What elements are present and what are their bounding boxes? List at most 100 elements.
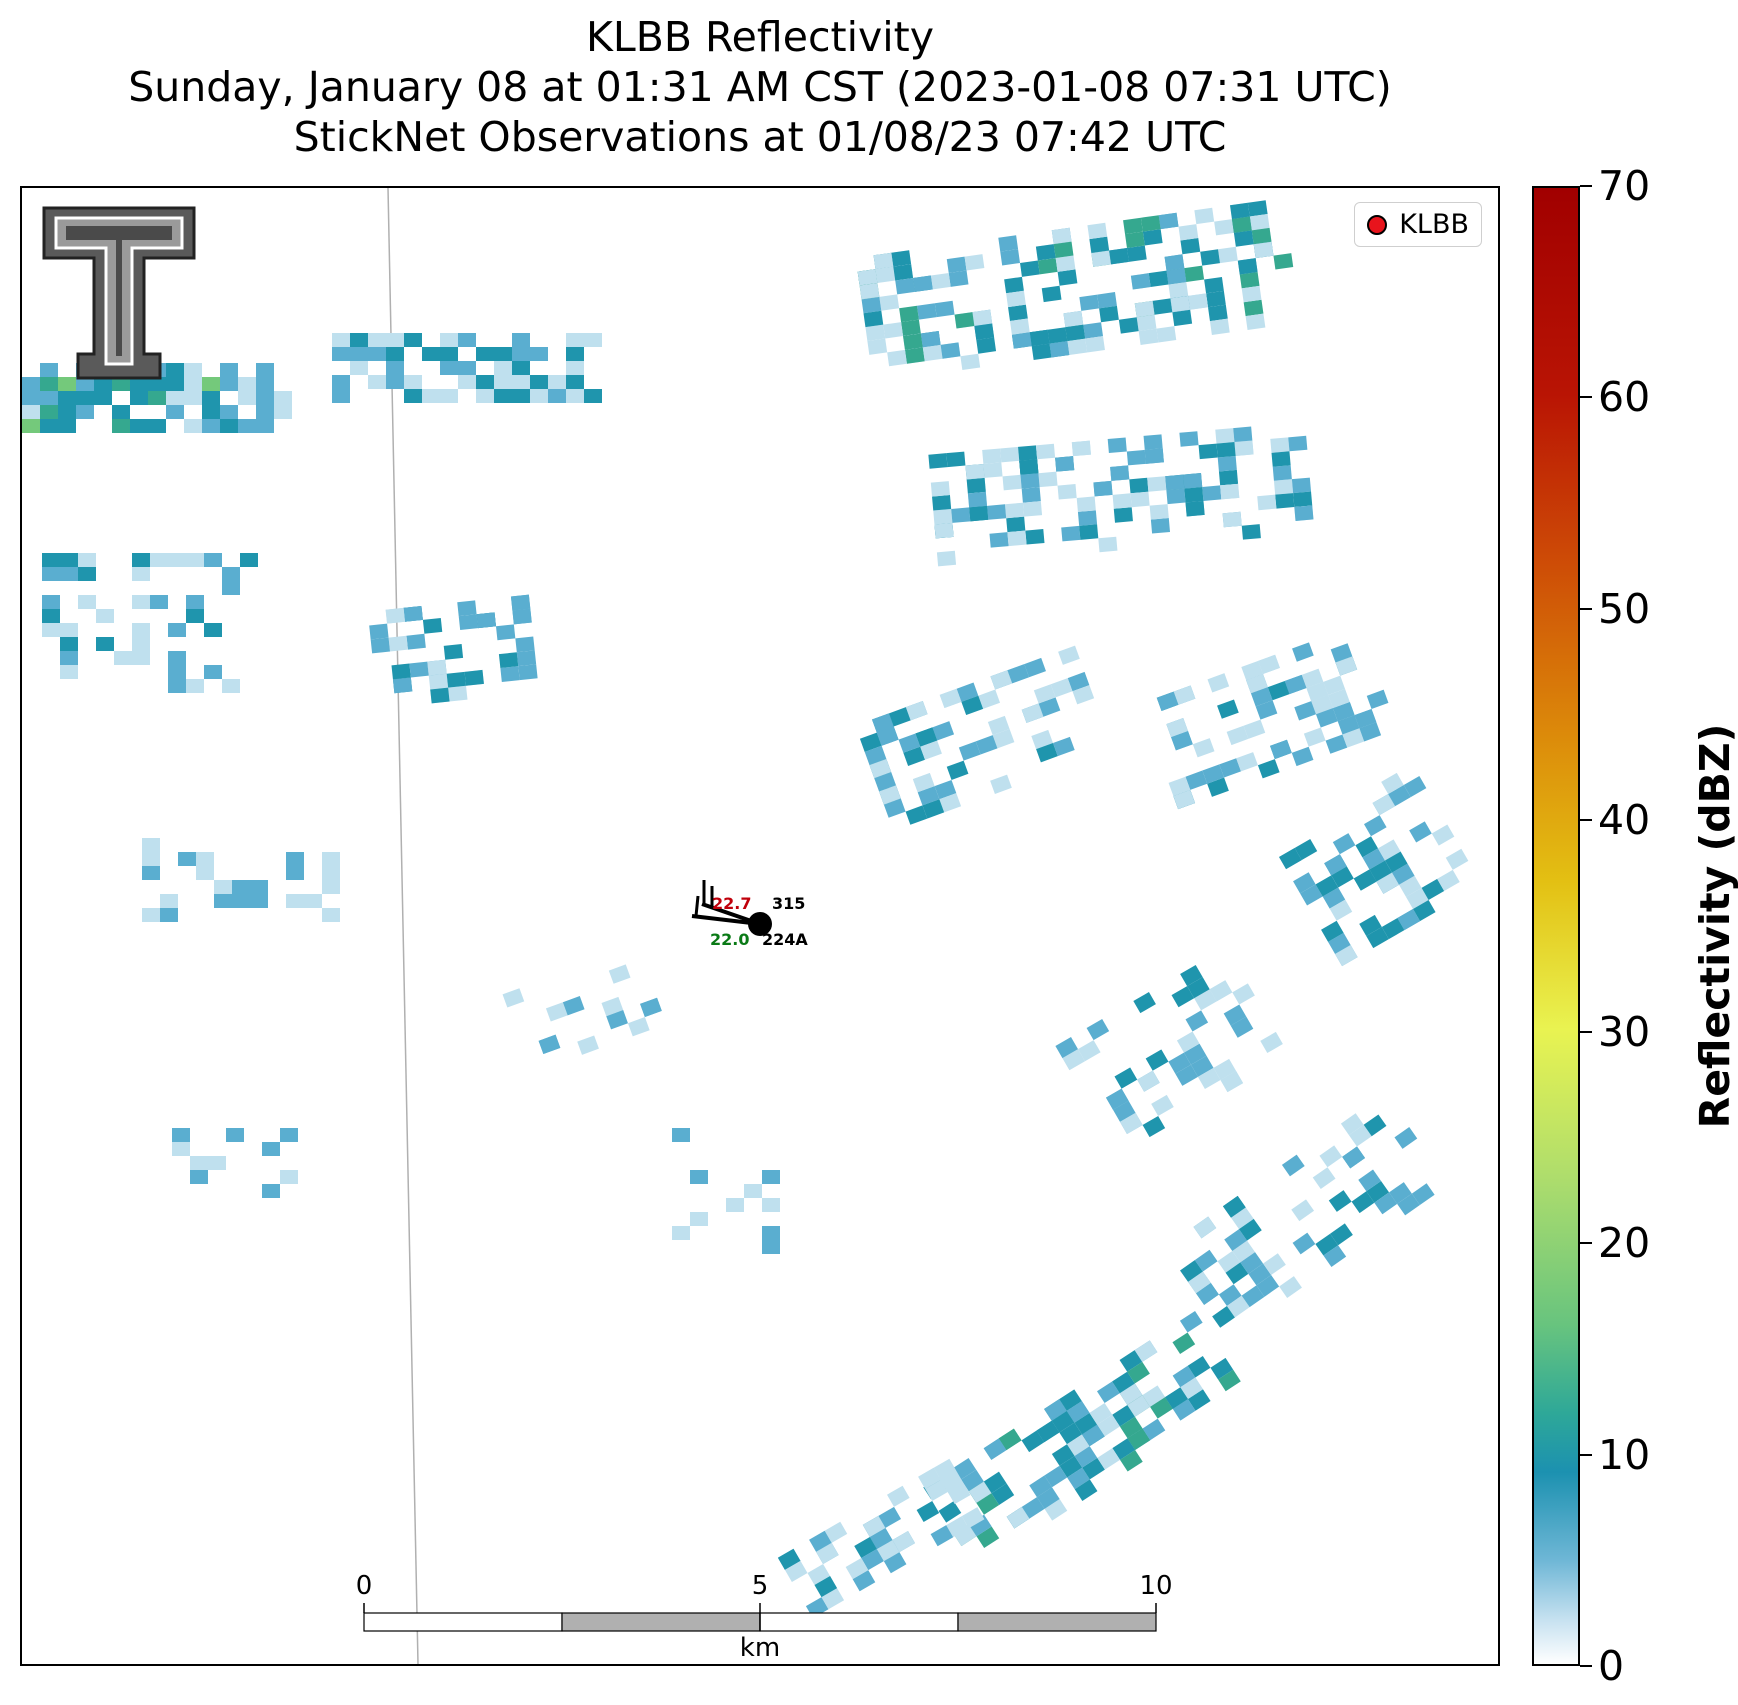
reflectivity-cell [872,713,894,733]
reflectivity-cell [917,786,940,806]
reflectivity-cell [1137,1070,1160,1092]
reflectivity-cell [76,391,94,405]
reflectivity-cell [238,377,256,391]
reflectivity-cell [369,623,389,640]
reflectivity-cell [1192,738,1215,758]
reflectivity-cell [530,347,548,361]
reflectivity-cell [368,333,386,347]
reflectivity-cell [814,1576,838,1598]
reflectivity-cell [1324,854,1347,876]
reflectivity-cell [1212,1305,1235,1328]
reflectivity-cell [94,391,112,405]
reflectivity-cell [332,389,350,403]
reflectivity-cell [1089,236,1110,253]
reflectivity-cell [904,347,925,364]
reflectivity-cell [1180,965,1203,987]
reflectivity-cell [690,1170,708,1184]
reflectivity-cell [1029,329,1050,347]
reflectivity-cell [190,1170,208,1184]
reflectivity-cell [1000,249,1021,266]
colorbar-tick-label-70: 70 [1598,162,1651,210]
reflectivity-cell [1215,428,1235,444]
reflectivity-cell [1329,899,1353,921]
reflectivity-cell [1166,717,1189,738]
reflectivity-cell [887,1485,910,1507]
reflectivity-cell [1170,295,1191,313]
reflectivity-cell [875,266,896,284]
colorbar-tick [1580,185,1592,187]
reflectivity-cell [1168,776,1191,797]
reflectivity-cell [1142,1418,1166,1441]
reflectivity-cell [350,333,368,347]
reflectivity-cell [1143,434,1163,450]
reflectivity-cell [1388,785,1411,807]
reflectivity-cell [186,679,204,693]
reflectivity-cell [892,1531,916,1553]
reflectivity-cell [422,618,443,634]
reflectivity-cell [1059,1422,1083,1445]
reflectivity-cell [1294,505,1314,522]
reflectivity-cell [458,375,476,389]
reflectivity-cell [869,1527,893,1550]
reflectivity-cell [286,894,304,908]
reflectivity-cell [1165,1387,1188,1409]
scale-bar-tick-5: 5 [751,1571,769,1601]
reflectivity-cell [1180,1377,1203,1400]
reflectivity-cell [987,504,1007,520]
reflectivity-cell [1020,260,1040,277]
reflectivity-cell [1179,1310,1203,1333]
reflectivity-cell [1138,328,1159,346]
reflectivity-cell [1127,1428,1151,1451]
reflectivity-cell [204,665,222,679]
reflectivity-cell [1029,1475,1053,1498]
reflectivity-cell [1281,1154,1305,1177]
reflectivity-cell [60,553,78,567]
reflectivity-cell [1394,1127,1418,1149]
reflectivity-cell [916,303,937,320]
reflectivity-cell [968,1514,992,1537]
reflectivity-cell [1335,656,1358,676]
reflectivity-cell [232,894,250,908]
reflectivity-cell [1184,265,1205,283]
reflectivity-cell [1004,276,1024,294]
reflectivity-cell [220,363,238,377]
reflectivity-cell [262,1184,280,1198]
reflectivity-cell [160,908,178,922]
reflectivity-cell [166,391,184,405]
reflectivity-cell [1241,524,1261,540]
reflectivity-cell [1183,1043,1207,1065]
reflectivity-cell [982,448,1002,464]
reflectivity-cell [954,312,975,329]
reflectivity-cell [1021,703,1044,723]
reflectivity-cell [1389,1182,1412,1204]
reflectivity-cell [947,1482,971,1505]
reflectivity-cell [1173,789,1196,810]
reflectivity-cell [1366,689,1389,709]
reflectivity-cell [903,333,923,350]
reflectivity-cell [256,419,274,433]
reflectivity-cell [184,363,202,377]
reflectivity-cell [1151,1094,1174,1117]
reflectivity-cell [1082,1424,1105,1447]
reflectivity-cell [1145,1049,1169,1071]
radar-map[interactable]: 22.7 315 22.0 224A 0 5 10 km KLBB [20,186,1500,1666]
reflectivity-cell [148,377,166,391]
reflectivity-cell [1134,1340,1158,1362]
reflectivity-cell [422,347,440,361]
reflectivity-cell [1220,483,1240,500]
reflectivity-cell [458,614,479,631]
reflectivity-cell [96,609,114,623]
reflectivity-cell [879,294,900,311]
reflectivity-cell [1144,448,1164,464]
reflectivity-cell [446,671,467,688]
reflectivity-cell [1024,657,1046,678]
county-boundary-line [387,188,419,1664]
reflectivity-cell [214,880,232,894]
reflectivity-cell [232,880,250,894]
reflectivity-cell [1328,932,1351,954]
reflectivity-cell [76,377,94,391]
reflectivity-cell [148,391,166,405]
reflectivity-cell [939,793,962,813]
reflectivity-cell [498,652,519,669]
reflectivity-cell [816,1542,839,1564]
